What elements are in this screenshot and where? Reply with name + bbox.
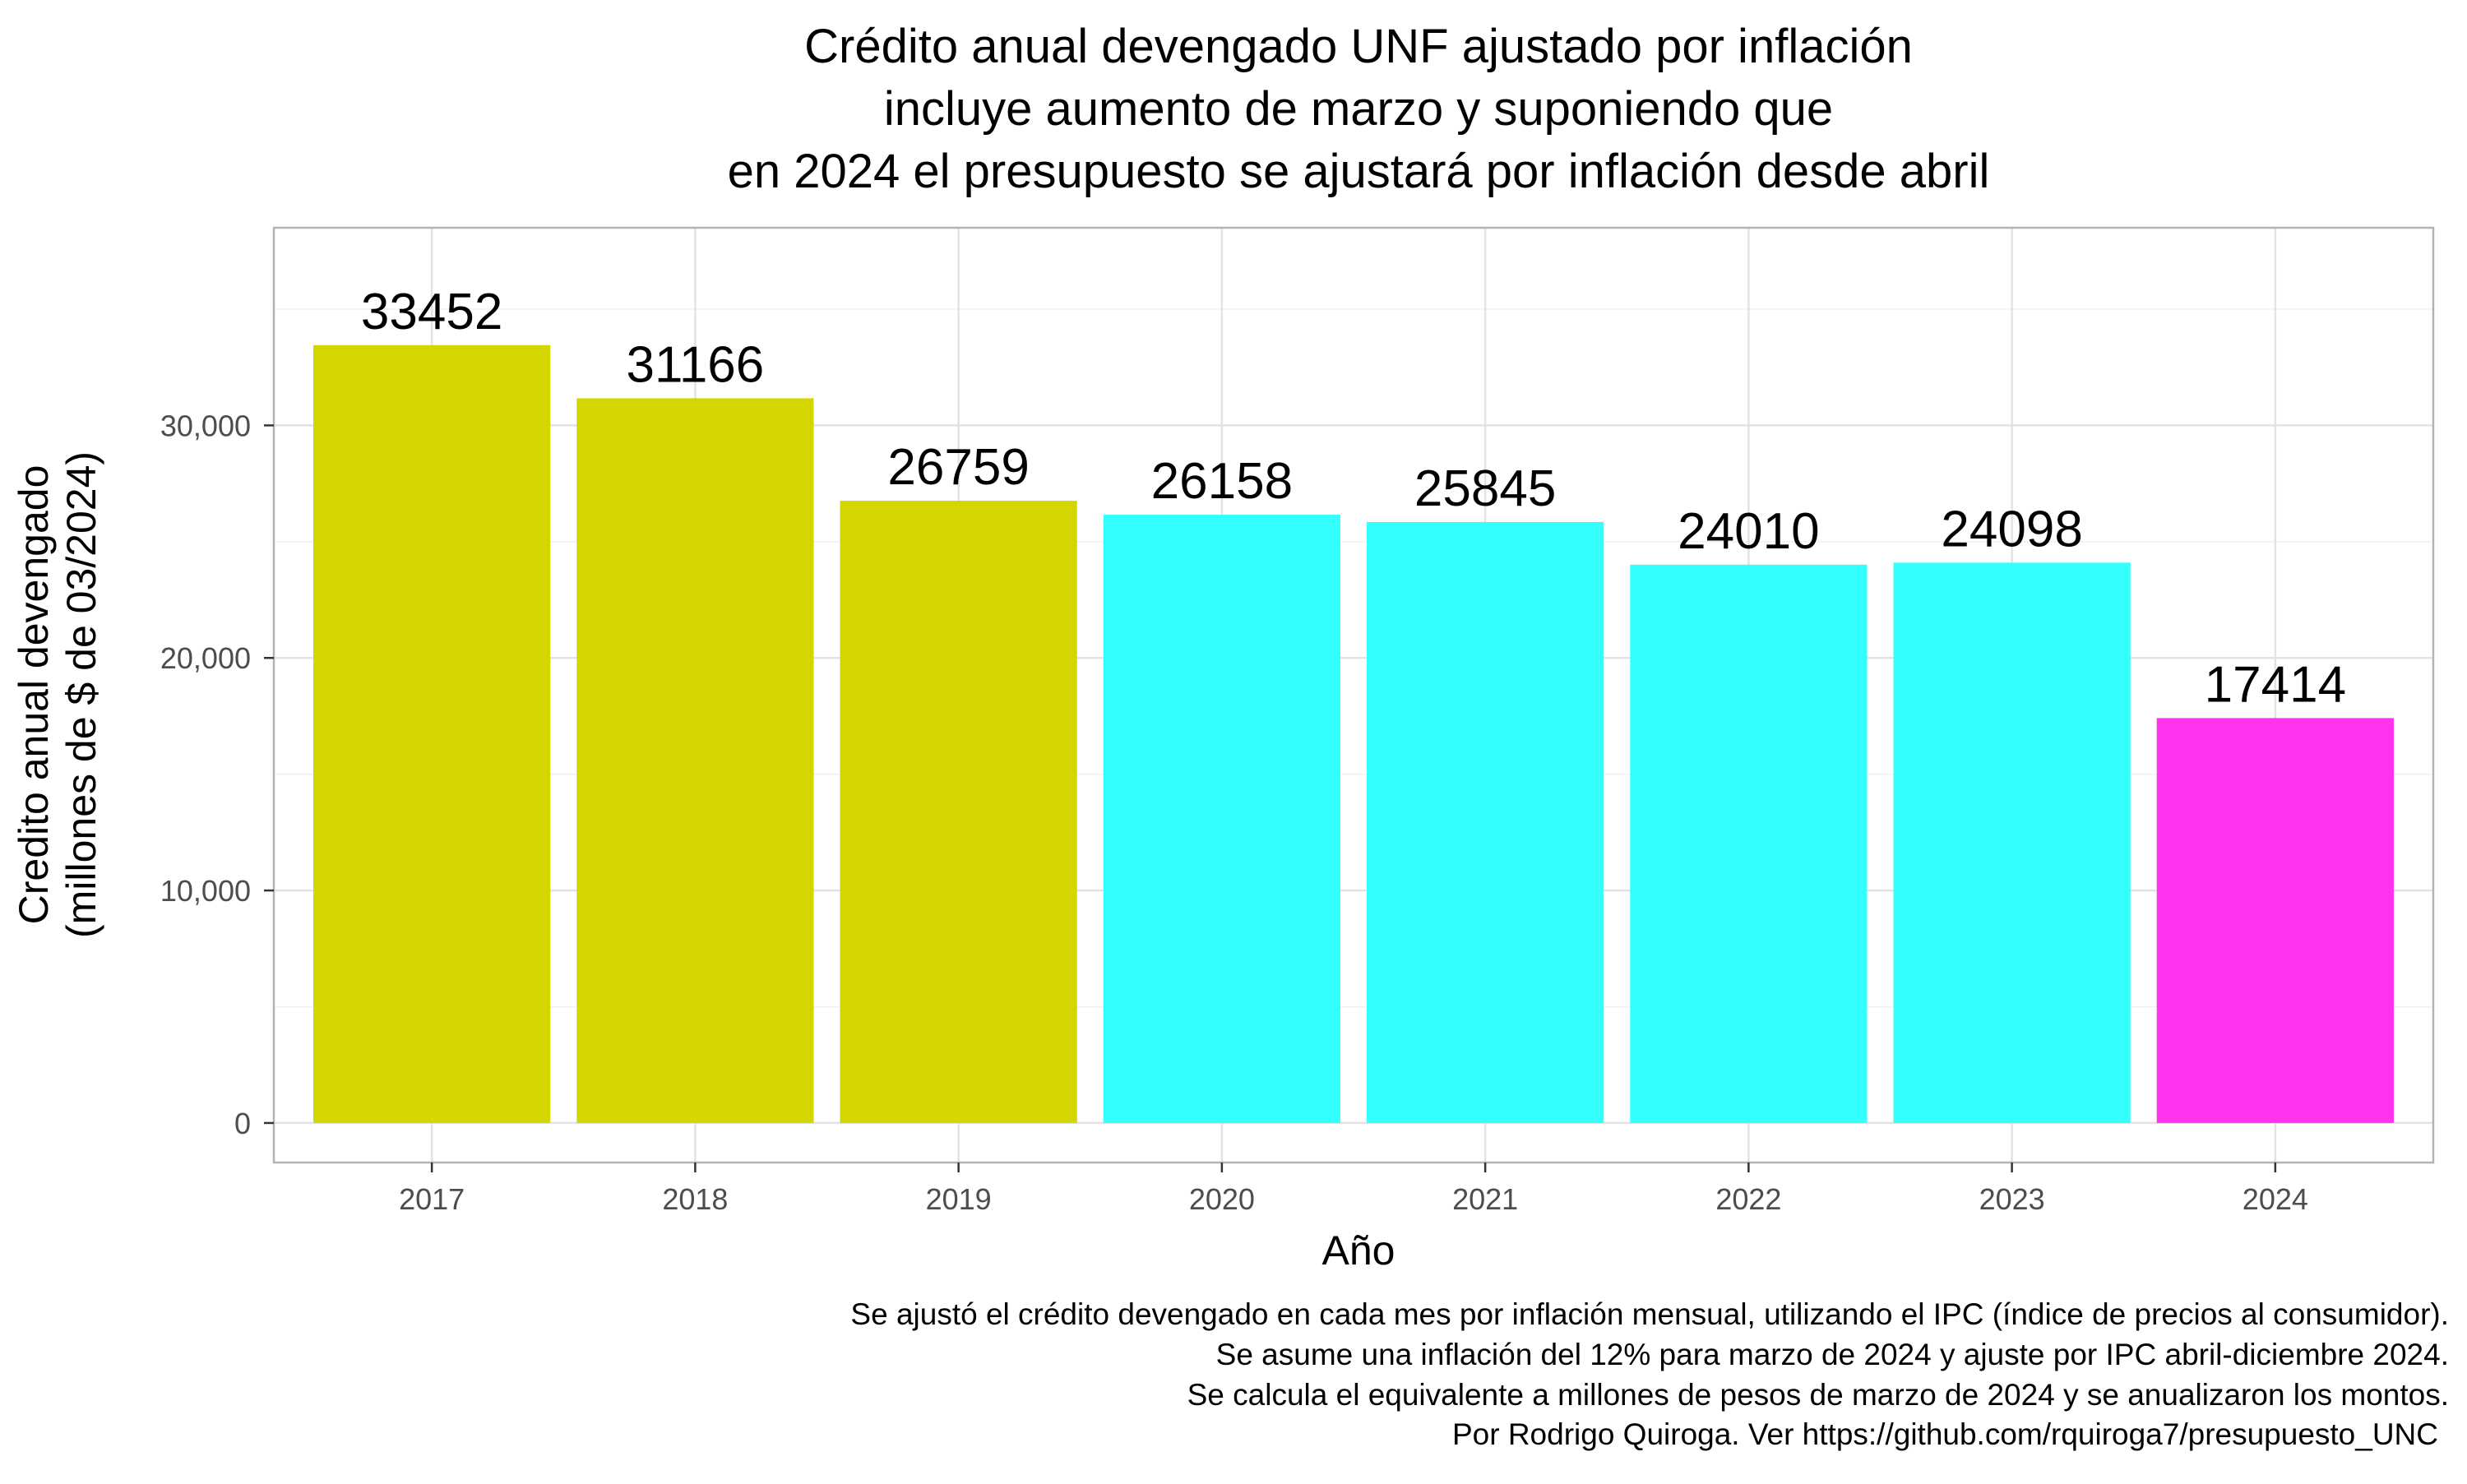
caption-line-4: Por Rodrigo Quiroga. Ver https://github.… bbox=[1452, 1417, 2438, 1451]
plot-panel-border bbox=[272, 226, 2435, 1164]
chart-title-line-1: Crédito anual devengado UNF ajustado por… bbox=[804, 20, 1913, 73]
chart-title-line-3: en 2024 el presupuesto se ajustará por i… bbox=[728, 145, 1990, 198]
bar-value-label-2017: 33452 bbox=[361, 284, 502, 340]
bar-2023 bbox=[1893, 562, 2131, 1123]
x-tick-label: 2022 bbox=[1715, 1182, 1781, 1216]
bar-value-label-2021: 25845 bbox=[1414, 460, 1556, 517]
bar-2019 bbox=[840, 501, 1077, 1123]
bars bbox=[313, 344, 2394, 1123]
y-tick-label: 10,000 bbox=[160, 874, 251, 908]
x-tick-label: 2024 bbox=[2243, 1182, 2308, 1216]
caption-line-2: Se asume una inflación del 12% para marz… bbox=[1216, 1338, 2449, 1371]
bar-value-labels: 33452 31166 26759 26158 25845 24010 24098 17414 bbox=[361, 284, 2346, 714]
y-axis-title-line-2: (millones de $ de 03/2024) bbox=[58, 451, 104, 938]
bar-value-label-2018: 31166 bbox=[626, 336, 764, 393]
y-tick-label: 30,000 bbox=[160, 409, 251, 442]
bar-2021 bbox=[1367, 521, 1604, 1123]
x-axis-ticks: 2017 2018 2019 2020 2021 2022 2023 2024 bbox=[399, 1163, 2308, 1216]
bar-value-label-2022: 24010 bbox=[1678, 503, 1819, 560]
bar-2017 bbox=[313, 344, 551, 1123]
x-tick-label: 2019 bbox=[926, 1182, 992, 1216]
x-tick-label: 2020 bbox=[1189, 1182, 1255, 1216]
x-tick-label: 2018 bbox=[662, 1182, 728, 1216]
bar-value-label-2019: 26759 bbox=[887, 439, 1029, 496]
chart-title-line-2: incluye aumento de marzo y suponiendo qu… bbox=[884, 82, 1833, 136]
y-axis-title: Credito anual devengado (millones de $ d… bbox=[11, 451, 104, 938]
caption-line-1: Se ajustó el crédito devengado en cada m… bbox=[850, 1297, 2449, 1331]
bar-2024 bbox=[2156, 718, 2394, 1123]
y-axis-title-line-1: Credito anual devengado bbox=[11, 465, 57, 925]
y-axis-ticks: 0 10,000 20,000 30,000 bbox=[160, 409, 274, 1140]
bar-2022 bbox=[1630, 564, 1868, 1123]
bar-value-label-2024: 17414 bbox=[2205, 656, 2346, 713]
y-tick-label: 20,000 bbox=[160, 641, 251, 675]
y-tick-label: 0 bbox=[234, 1107, 251, 1140]
bar-value-label-2020: 26158 bbox=[1151, 453, 1293, 510]
bar-value-label-2023: 24098 bbox=[1941, 501, 2082, 557]
bar-2018 bbox=[576, 398, 814, 1123]
chart-title: Crédito anual devengado UNF ajustado por… bbox=[728, 20, 1990, 198]
x-tick-label: 2017 bbox=[399, 1182, 465, 1216]
x-tick-label: 2021 bbox=[1452, 1182, 1518, 1216]
chart-caption: Se ajustó el crédito devengado en cada m… bbox=[850, 1297, 2449, 1451]
x-axis-title: Año bbox=[1322, 1227, 1395, 1274]
bar-2020 bbox=[1103, 515, 1340, 1123]
x-tick-label: 2023 bbox=[1979, 1182, 2045, 1216]
caption-line-3: Se calcula el equivalente a millones de … bbox=[1187, 1378, 2449, 1412]
